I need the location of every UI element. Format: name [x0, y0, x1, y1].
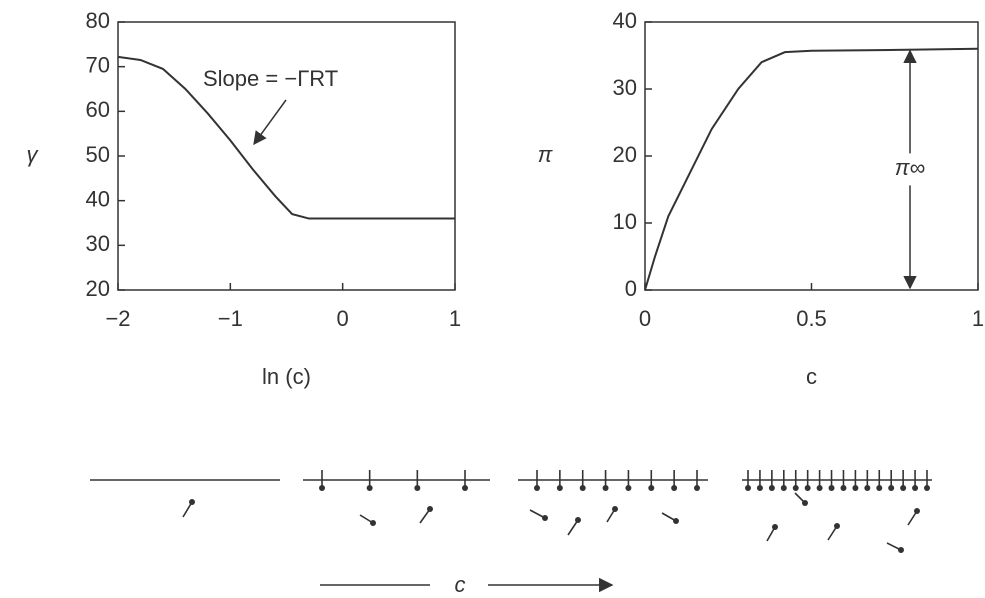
molecule-head	[694, 485, 700, 491]
molecule-head	[575, 517, 581, 523]
y-tick-label: 30	[86, 231, 110, 256]
molecule-head	[625, 485, 632, 491]
molecule-head	[189, 499, 195, 505]
y-tick-label: 20	[86, 276, 110, 301]
x-tick-label: 0.5	[796, 306, 827, 331]
molecule-head	[804, 485, 811, 491]
molecule-head	[898, 547, 904, 553]
molecule-head	[840, 485, 847, 491]
y-tick-label: 70	[86, 52, 110, 77]
y-tick-label: 0	[625, 276, 637, 301]
molecule-head	[370, 520, 376, 526]
molecule-head	[924, 485, 930, 491]
molecule-head	[912, 485, 919, 491]
molecule-head	[427, 506, 433, 512]
molecule-head	[816, 485, 823, 491]
y-tick-label: 60	[86, 97, 110, 122]
molecule-tail	[567, 519, 579, 536]
molecule-head	[876, 485, 883, 491]
annotation: π∞	[895, 155, 925, 180]
molecule-head	[900, 485, 907, 491]
molecule-head	[602, 485, 609, 491]
x-tick-label: −2	[105, 306, 130, 331]
y-tick-label: 10	[613, 209, 637, 234]
y-axis-label: γ	[27, 142, 40, 167]
annotation: Slope = −ΓRT	[203, 66, 338, 91]
molecule-head	[462, 485, 468, 491]
molecule-head	[768, 485, 775, 491]
diagram-label: c	[455, 572, 466, 597]
molecule-diagram: c	[90, 470, 932, 597]
molecule-head	[612, 506, 618, 512]
annotation-bg	[888, 153, 932, 186]
molecule-head	[756, 485, 763, 491]
y-tick-label: 20	[613, 142, 637, 167]
molecule-head	[834, 523, 840, 529]
molecule-head	[671, 485, 678, 491]
y-tick-label: 30	[613, 75, 637, 100]
molecule-head	[542, 515, 548, 521]
x-axis-label: c	[806, 364, 817, 389]
y-tick-label: 40	[613, 8, 637, 33]
molecule-head	[534, 485, 540, 491]
x-tick-label: 0	[639, 306, 651, 331]
x-tick-label: 1	[972, 306, 984, 331]
molecule-head	[888, 485, 895, 491]
y-tick-label: 50	[86, 142, 110, 167]
data-line	[644, 47, 979, 291]
x-tick-label: −1	[218, 306, 243, 331]
annotation-arrow	[253, 99, 287, 146]
molecule-head	[914, 508, 920, 514]
molecule-head	[648, 485, 655, 491]
y-tick-label: 80	[86, 8, 110, 33]
molecule-head	[745, 485, 751, 491]
molecule-head	[780, 485, 787, 491]
plot-frame	[117, 21, 456, 291]
molecule-head	[864, 485, 871, 491]
x-tick-label: 1	[449, 306, 461, 331]
molecule-head	[673, 518, 679, 524]
x-axis-label: ln (c)	[262, 364, 311, 389]
molecule-head	[579, 485, 586, 491]
molecule-head	[852, 485, 859, 491]
y-tick-label: 40	[86, 186, 110, 211]
molecule-head	[828, 485, 835, 491]
data-line	[117, 55, 455, 220]
molecule-head	[772, 524, 778, 530]
x-tick-label: 0	[337, 306, 349, 331]
molecule-head	[414, 485, 421, 491]
molecule-head	[366, 485, 373, 491]
molecule-head	[802, 500, 808, 506]
molecule-head	[792, 485, 799, 491]
y-axis-label: π	[538, 142, 554, 167]
molecule-head	[556, 485, 563, 491]
molecule-head	[319, 485, 325, 491]
